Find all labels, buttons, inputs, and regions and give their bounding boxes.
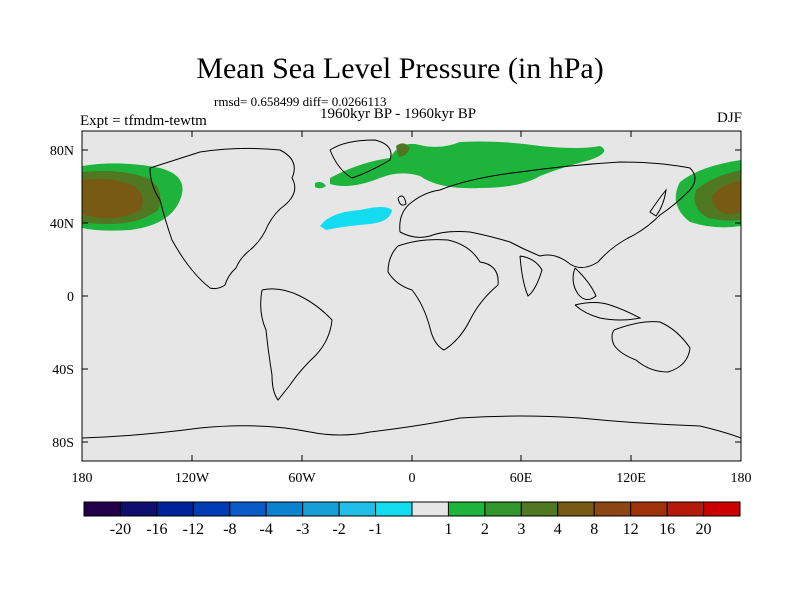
colorbar-box <box>666 501 705 517</box>
colorbar-label: -2 <box>332 521 345 538</box>
coast-indonesia <box>574 302 642 321</box>
lon-label-180e: 180 <box>731 471 752 486</box>
coastlines <box>82 139 741 439</box>
colorbar-box <box>229 501 267 517</box>
colorbar-box <box>83 501 121 517</box>
experiment-label: Expt = tfmdm-tewtm <box>80 113 207 129</box>
colorbar-label: 16 <box>659 521 675 538</box>
colorbar-box <box>265 501 304 517</box>
colorbar-label: 3 <box>517 521 525 538</box>
coast-india <box>519 255 543 297</box>
coast-greenland <box>329 139 392 179</box>
colorbar-box <box>119 501 158 517</box>
anomaly-greenland-core <box>396 143 410 157</box>
season-label: DJF <box>716 110 742 126</box>
lat-label-80s: 80S <box>52 436 74 451</box>
lon-axis <box>81 131 742 461</box>
coast-japan <box>649 188 667 217</box>
colorbar-box <box>520 501 559 517</box>
lat-axis <box>82 149 741 443</box>
coast-north-america <box>149 147 296 290</box>
colorbar-box <box>703 501 741 517</box>
colorbar-label: 12 <box>623 521 639 538</box>
coast-uk <box>397 195 407 206</box>
lon-label-120e: 120E <box>616 471 646 486</box>
coast-australia <box>611 321 691 373</box>
coast-southeast-asia <box>572 267 597 300</box>
lon-label-120w: 120W <box>175 471 210 486</box>
colorbar-label: 8 <box>590 521 598 538</box>
colorbar-label: 20 <box>696 521 712 538</box>
lon-label-60w: 60W <box>288 471 316 486</box>
colorbar-label: -1 <box>369 521 382 538</box>
coast-antarctica <box>82 415 741 439</box>
lon-label-0: 0 <box>409 471 416 486</box>
colorbar-box <box>557 501 595 517</box>
colorbar-label: -12 <box>183 521 204 538</box>
stats-text: rmsd= 0.658499 diff= 0.0266113 <box>214 94 387 109</box>
colorbar-label: -3 <box>296 521 309 538</box>
anomaly-north-atlantic-low <box>320 207 392 230</box>
colorbar-label: 4 <box>554 521 562 538</box>
coast-africa <box>387 239 499 351</box>
lon-label-60e: 60E <box>510 471 533 486</box>
map-background <box>82 131 741 461</box>
colorbar-box <box>411 501 449 517</box>
lat-label-40s: 40S <box>52 363 74 378</box>
coast-south-america <box>260 288 333 401</box>
colorbar-boxes <box>83 501 741 517</box>
colorbar-box <box>302 501 340 517</box>
lat-label-80n: 80N <box>50 144 74 159</box>
colorbar-box <box>156 501 194 517</box>
colorbar-label: -16 <box>146 521 167 538</box>
colorbar-label: 1 <box>444 521 452 538</box>
anomaly-pacific-west-core <box>82 178 143 219</box>
lat-label-0: 0 <box>67 290 74 305</box>
colorbar-box <box>338 501 377 517</box>
anomaly-pacific-east-core <box>712 180 741 214</box>
colorbar-labels: -20 -16 -12 -8 -4 -3 -2 -1 1 2 3 4 8 12 16 20 <box>110 521 712 538</box>
anomaly-contours <box>82 141 741 231</box>
colorbar-label: -4 <box>260 521 273 538</box>
colorbar-label: -8 <box>223 521 236 538</box>
colorbar-box <box>484 501 522 517</box>
colorbar-label: 2 <box>481 521 489 538</box>
coast-europe-asia <box>399 161 696 268</box>
colorbar-box <box>447 501 486 517</box>
colorbar-box <box>375 501 413 517</box>
lon-label-180w: 180 <box>72 471 93 486</box>
colorbar-box <box>593 501 632 517</box>
period-text: 1960kyr BP - 1960kyr BP <box>320 106 477 122</box>
lat-label-40n: 40N <box>50 217 74 232</box>
colorbar-label: -20 <box>110 521 131 538</box>
anomaly-arctic-small <box>315 182 326 189</box>
colorbar-box <box>192 501 231 517</box>
page-title: Mean Sea Level Pressure (in hPa) <box>196 52 604 85</box>
colorbar-box <box>630 501 668 517</box>
